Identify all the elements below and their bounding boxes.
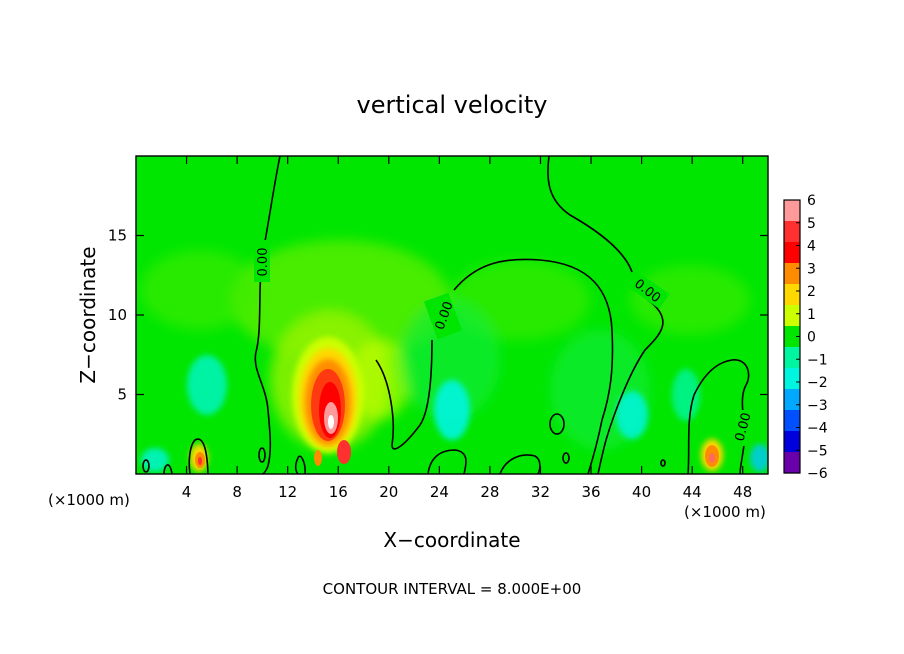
y-axis-label: Z−coordinate xyxy=(76,246,100,383)
colorbar-swatch xyxy=(784,284,800,306)
colorbar-label: −6 xyxy=(807,466,828,482)
colorbar-label: 5 xyxy=(807,216,816,232)
contour-line xyxy=(660,459,666,467)
x-tick-label: 48 xyxy=(733,483,752,501)
colorbar-swatch xyxy=(784,326,800,348)
y-axis: 5 10 15 xyxy=(108,227,768,404)
colorbar-swatch xyxy=(784,263,800,285)
contour-line xyxy=(142,459,150,473)
y-tick-label: 5 xyxy=(117,386,127,404)
colorbar-swatch xyxy=(784,305,800,327)
x-tick-label: 36 xyxy=(581,483,600,501)
colorbar-swatch xyxy=(784,410,800,432)
colorbar-swatch xyxy=(784,389,800,411)
x-unit-label-right: (×1000 m) xyxy=(684,503,766,521)
colorbar-swatch xyxy=(784,200,800,222)
contour-line xyxy=(258,447,266,463)
x-tick-label: 12 xyxy=(278,483,297,501)
x-axis-label: X−coordinate xyxy=(383,528,520,552)
colorbar-label: −5 xyxy=(807,443,828,459)
contour-line xyxy=(549,413,565,435)
contour-line xyxy=(547,156,633,273)
downdraft-core xyxy=(750,444,768,472)
colorbar-label: 4 xyxy=(807,239,816,255)
downdraft-cores xyxy=(141,355,768,472)
contour-interval-note: CONTOUR INTERVAL = 8.000E+00 xyxy=(323,580,582,598)
colorbar-label: −3 xyxy=(807,398,828,414)
contour-line xyxy=(254,156,281,474)
x-tick-label: 28 xyxy=(480,483,499,501)
contour-line xyxy=(453,258,614,474)
x-tick-label: 32 xyxy=(531,483,550,501)
updraft-left xyxy=(190,444,208,472)
colorbar-swatch xyxy=(784,452,800,474)
contour-line xyxy=(163,464,173,474)
colorbar-label: −1 xyxy=(807,352,828,368)
contour-label: 0.00 xyxy=(733,411,755,443)
contour-line xyxy=(562,452,570,464)
x-axis: 4 8 12 16 20 24 28 32 36 40 44 48 xyxy=(182,156,752,501)
colorbar-swatch xyxy=(784,221,800,243)
colorbar-label: 0 xyxy=(807,330,816,346)
x-tick-label: 40 xyxy=(632,483,651,501)
contour-line xyxy=(188,438,209,474)
colorbar-label: −4 xyxy=(807,421,828,437)
x-tick-label: 20 xyxy=(379,483,398,501)
contour-line xyxy=(375,339,433,450)
contour-line xyxy=(499,454,541,474)
colorbar-swatch xyxy=(784,347,800,369)
colorbar-swatch xyxy=(784,431,800,453)
x-tick-label: 16 xyxy=(329,483,348,501)
x-unit-label-left: (×1000 m) xyxy=(48,491,130,509)
x-tick-label: 24 xyxy=(430,483,449,501)
x-tick-label: 44 xyxy=(683,483,702,501)
x-tick-label: 4 xyxy=(182,483,192,501)
chart-title: vertical velocity xyxy=(357,91,548,119)
downdraft-core xyxy=(672,369,700,421)
colorbar-label: −2 xyxy=(807,375,828,391)
contour-line xyxy=(687,359,750,474)
y-tick-label: 15 xyxy=(108,227,127,245)
colorbar-label: 3 xyxy=(807,261,816,277)
downdraft-core xyxy=(434,380,470,440)
downdraft-core xyxy=(141,448,169,472)
y-tick-label: 10 xyxy=(108,306,127,324)
plot-area: 0.00 0.00 0.00 0.00 xyxy=(136,156,768,474)
contour-line xyxy=(597,299,664,474)
contour-line xyxy=(427,449,467,474)
colorbar-swatch xyxy=(784,242,800,264)
updraft-right xyxy=(701,439,723,471)
colorbar-swatch xyxy=(784,368,800,390)
downdraft-core xyxy=(616,391,648,439)
colorbar: 6 5 4 3 2 1 0 −1 −2 −3 −4 −5 −6 xyxy=(783,193,828,482)
contour-label: 0.00 xyxy=(256,248,271,277)
updraft-main xyxy=(292,337,364,466)
colorbar-label: 1 xyxy=(807,307,816,323)
contour-line xyxy=(294,455,306,474)
contour-labels: 0.00 0.00 0.00 0.00 xyxy=(254,240,755,446)
downdraft-core xyxy=(187,355,227,415)
x-tick-label: 8 xyxy=(232,483,242,501)
colorbar-label: 2 xyxy=(807,284,816,300)
zero-contours xyxy=(142,156,750,474)
colorbar-label: 6 xyxy=(807,193,816,209)
